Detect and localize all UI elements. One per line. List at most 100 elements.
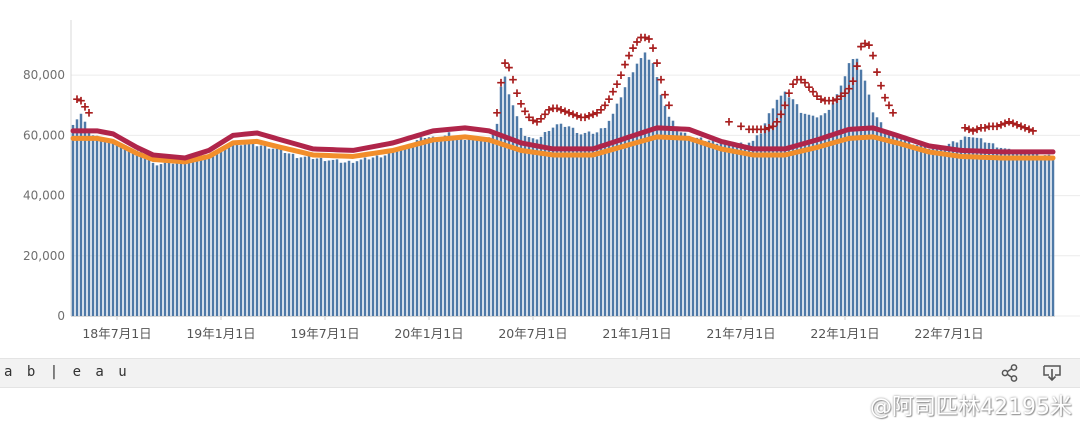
excess-marker [841,89,849,97]
bar [759,133,763,316]
bar [1027,153,1031,316]
bar [1007,148,1011,316]
bar [627,77,631,317]
bar [959,139,963,316]
bar [979,138,983,316]
bar [855,58,859,316]
bar [319,157,323,316]
bar [219,150,223,316]
bar [719,143,723,316]
bar [251,143,255,316]
bar [379,157,383,316]
bar [167,161,171,316]
bar [711,140,715,316]
bar [539,136,543,316]
bar [403,145,407,316]
bar [967,136,971,316]
bar [371,157,375,316]
share-icon[interactable] [1000,363,1020,383]
excess-marker [569,110,577,119]
bar [955,142,959,316]
bar [899,139,903,316]
bar [263,144,267,316]
bar [551,127,555,316]
excess-marker [497,78,505,87]
bar [107,140,111,316]
excess-marker [797,75,805,84]
bar [151,162,155,316]
x-tick-label: 19年1月1日 [186,326,255,341]
excess-marker [605,95,613,103]
threshold-lines [70,125,1056,165]
bar [675,128,679,316]
bar [187,161,191,316]
bar [331,159,335,316]
x-tick-label: 18年7月1日 [82,326,151,341]
upper-threshold-line [70,125,1056,161]
bar [427,137,431,316]
bar [911,144,915,316]
excess-marker [865,41,873,49]
bar [807,114,811,316]
bar [443,135,447,316]
bar [355,161,359,316]
excess-marker [517,100,525,108]
bar [919,144,923,316]
bar [383,155,387,316]
bar [863,80,867,316]
excess-marker [529,116,537,125]
excess-marker [601,101,609,110]
bar [1015,151,1019,316]
excess-marker [881,93,889,102]
x-axis: 18年7月1日 19年1月1日 19年7月1日 20年1月1日 20年7月1日 21年1月… [71,316,1055,341]
bar [891,133,895,316]
bar [203,157,207,316]
bar [903,139,907,316]
bar [843,76,847,316]
bar [799,112,803,316]
bar [495,123,499,316]
bar [699,137,703,316]
bar [1019,150,1023,316]
bar [735,144,739,316]
bar [931,148,935,316]
bar [375,155,379,316]
bar [455,136,459,316]
bar [363,157,367,316]
bar [827,109,831,316]
bar [439,138,443,316]
x-tick-label: 20年1月1日 [394,326,463,341]
excess-marker [501,59,509,67]
bar [327,160,331,316]
bar [111,140,115,316]
bar [883,130,887,316]
bar [727,142,731,316]
bar [499,86,503,316]
excess-marker [629,44,637,52]
chart: 0 20,000 40,000 60,000 80,000 18年7月1日 19年1月1日… [23,20,1080,341]
excess-marker [1009,119,1017,128]
bar [179,160,183,316]
bar [231,142,235,316]
bar [511,105,515,317]
excess-marker [589,110,597,119]
excess-marker [1013,121,1021,129]
excess-marker [1017,122,1025,131]
bar [875,117,879,316]
excess-marker [665,101,673,110]
bar [895,134,899,316]
bar [303,156,307,316]
bar [395,150,399,316]
bar [823,113,827,317]
bar [423,137,427,316]
bar [811,115,815,316]
excess-marker [873,68,881,76]
x-tick-label: 21年1月1日 [602,326,671,341]
excess-marker [553,104,561,113]
download-icon[interactable] [1042,363,1062,383]
bar [475,137,479,316]
excess-marker [597,106,605,114]
y-tick-label: 0 [57,309,65,323]
bar [515,116,519,317]
excess-marker [885,101,893,110]
